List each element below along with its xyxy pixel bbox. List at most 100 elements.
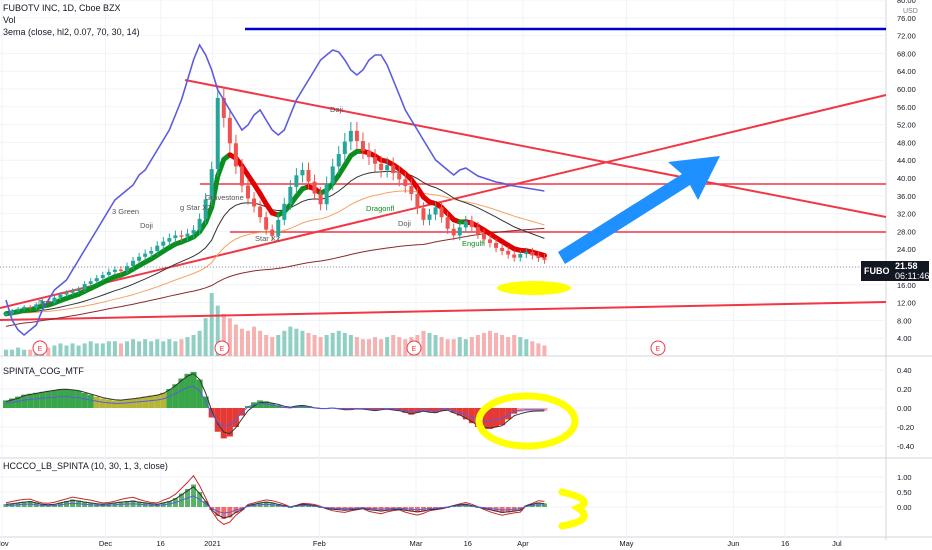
candle-body xyxy=(76,289,81,292)
hc-histogram-bar xyxy=(541,503,547,507)
candle-body xyxy=(161,241,166,246)
volume-bar xyxy=(118,343,123,356)
cog-area-bar xyxy=(269,403,276,408)
candle-body xyxy=(185,233,190,237)
candle-body xyxy=(445,217,450,229)
volume-bar xyxy=(149,341,154,356)
pattern-annotation: Doji xyxy=(140,221,153,230)
price-tick-label: 16.00 xyxy=(897,281,916,290)
time-tick-label: Jul xyxy=(832,539,842,548)
last-price-tag: FUBO 21.58 06:11:46 xyxy=(861,261,929,281)
volume-bar xyxy=(52,345,57,356)
time-tick-label: Nov xyxy=(0,539,9,548)
price-tick-label: 24.00 xyxy=(897,245,916,254)
candle-body xyxy=(215,97,220,170)
volume-bar xyxy=(488,330,492,356)
volume-bar xyxy=(336,330,341,356)
candle-body xyxy=(131,260,136,267)
price-tick-label: 72.00 xyxy=(897,32,916,41)
volume-bar xyxy=(312,335,317,356)
earnings-marker-label: E xyxy=(656,346,661,353)
candle-body xyxy=(64,292,69,295)
earnings-marker xyxy=(32,340,48,356)
candle-body xyxy=(469,221,474,227)
cog-area-bar xyxy=(456,408,463,416)
price-tick-label: 40.00 xyxy=(897,174,916,183)
candle-body xyxy=(88,281,93,284)
pattern-annotation: Doji xyxy=(398,219,411,228)
candle-body xyxy=(258,206,263,218)
cog-area-bar xyxy=(57,389,64,408)
hc-tick-label: 0.00 xyxy=(897,503,912,512)
volume-bar xyxy=(288,326,293,356)
cog-area-bar xyxy=(51,389,58,408)
candle-body xyxy=(360,141,365,151)
candle-body xyxy=(270,229,275,236)
cog-area-bar xyxy=(226,408,233,437)
volume-bar xyxy=(22,349,27,356)
volume-bar xyxy=(379,339,384,356)
y-unit-label: USD xyxy=(903,8,918,15)
cog-tick-label: -0.20 xyxy=(897,423,914,432)
cog-area-bar xyxy=(220,408,227,439)
candle-body xyxy=(112,269,117,272)
cog-area-bar xyxy=(178,378,185,408)
candle-body xyxy=(125,266,129,272)
candle-body xyxy=(403,179,408,187)
cog-area-bar xyxy=(480,408,487,429)
volume-bar xyxy=(360,339,365,356)
cog-area-bar xyxy=(130,398,137,408)
candle-body xyxy=(221,97,226,118)
mid-ema-line xyxy=(5,170,545,315)
volume-bar xyxy=(88,341,93,356)
volume-bar xyxy=(445,339,450,356)
cog-area-bar xyxy=(45,390,52,408)
cog-area-bar xyxy=(105,399,112,408)
descending-trendline xyxy=(184,79,887,218)
chart-title: FUBOTV INC, 1D, Cboe BZX xyxy=(3,3,121,13)
volume-bar xyxy=(155,339,160,356)
time-tick-label: 16 xyxy=(157,539,165,548)
candle-body xyxy=(70,291,75,293)
time-tick-label: Mar xyxy=(410,539,423,548)
candle-body xyxy=(518,254,523,258)
cog-area-bar xyxy=(214,408,221,432)
price-tick-label: 28.00 xyxy=(897,227,916,236)
candle-body xyxy=(209,169,214,200)
volume-bar xyxy=(131,339,136,356)
volume-bar xyxy=(264,335,269,356)
volume-bar xyxy=(100,343,105,356)
time-tick-label: Feb xyxy=(313,539,326,548)
fast-ema-ribbon xyxy=(209,173,221,210)
volume-bar xyxy=(391,335,396,356)
time-tick-label: 2021 xyxy=(204,539,221,548)
yellow-highlight-hc xyxy=(558,488,588,530)
hc-blue-line xyxy=(5,495,545,514)
cog-area-bar xyxy=(468,408,475,424)
candle-body xyxy=(191,230,196,234)
fast-ema-ribbon xyxy=(215,156,227,179)
volume-bar xyxy=(209,293,214,356)
ascending-trendline xyxy=(0,94,887,309)
candle-body xyxy=(330,166,335,184)
pattern-annotation: 3 Green xyxy=(112,207,139,216)
cog-area-bar xyxy=(251,402,258,408)
cog-signal-line xyxy=(5,373,545,435)
candle-body xyxy=(106,271,111,276)
pattern-annotation: g Star X2 xyxy=(180,203,211,212)
volume-bar xyxy=(439,337,444,356)
cog-area-bar xyxy=(63,389,70,408)
volume-bar xyxy=(451,339,456,356)
cog-area-bar xyxy=(2,400,10,408)
price-tag-countdown: 06:11:46 xyxy=(895,271,930,281)
volume-bar xyxy=(282,330,287,356)
price-tick-label: 12.00 xyxy=(897,299,916,308)
price-tick-label: 52.00 xyxy=(897,121,916,130)
volume-bar xyxy=(518,337,523,356)
cog-area-bar xyxy=(172,384,179,408)
cog-area-bar xyxy=(493,408,500,427)
candle-body xyxy=(306,169,311,182)
candle-body xyxy=(34,304,39,308)
candle-body xyxy=(28,307,33,309)
